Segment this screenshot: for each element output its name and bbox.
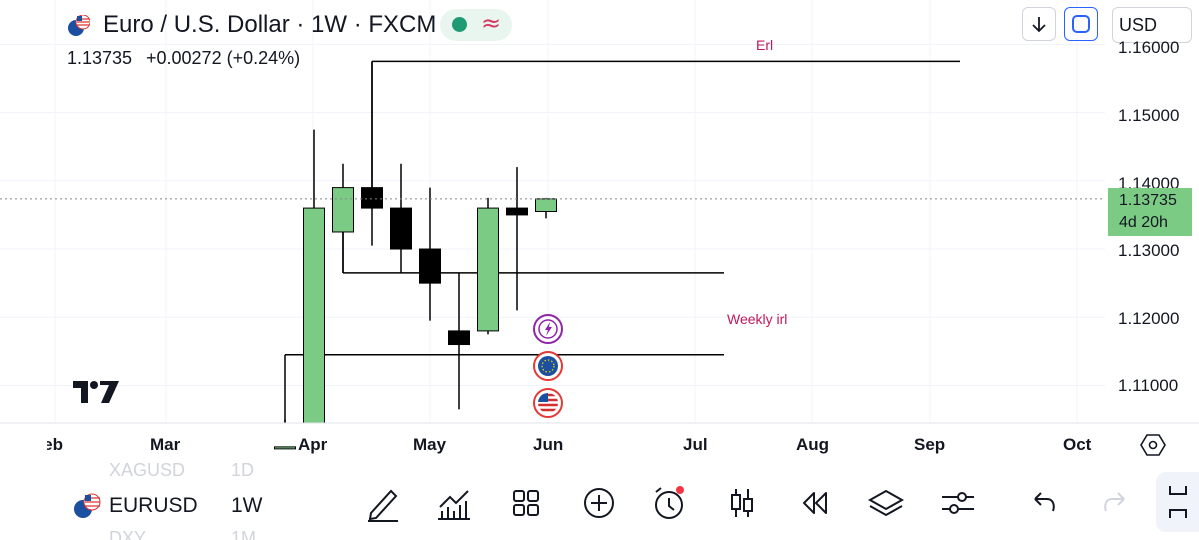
draw-tool-icon[interactable] [363,483,403,523]
price-tick: 1.13000 [1118,241,1180,260]
wave-icon: ≈ [481,9,502,37]
annotation-erl[interactable]: Erl [756,37,774,53]
market-status-pill[interactable] [440,9,512,41]
candle-body [506,207,528,216]
scroll-down-button[interactable] [1022,7,1056,41]
indicators-icon[interactable] [434,483,474,523]
lightning-icon [538,319,558,339]
fullscreen-button[interactable] [1156,472,1199,532]
market-open-icon [452,17,467,32]
sync-icon [1072,14,1090,33]
candles-icon[interactable] [722,483,762,523]
time-tick: Apr [298,435,328,454]
redo-icon[interactable] [1096,483,1136,523]
settings-sliders-icon[interactable] [938,483,978,523]
candle-body [332,187,354,233]
current-price-tag: 1.13735 4d 20h [1108,188,1192,236]
layouts-icon[interactable] [506,483,546,523]
chart-title[interactable]: Euro / U.S. Dollar · 1W · FXCM [103,11,437,38]
chart-settings-icon[interactable] [1140,432,1166,458]
annotation-weekly-irl[interactable]: Weekly irl [727,311,788,327]
time-tick: Mar [150,435,181,454]
price-change: +0.00272 (+0.24%) [146,48,301,68]
event-marker[interactable] [533,314,563,344]
us-flag-icon [538,393,558,413]
candle-body [419,248,441,284]
alarm-icon[interactable] [650,483,690,523]
eu-us-flag-icon [74,493,101,518]
candle-body [361,187,383,209]
event-marker[interactable] [533,388,563,418]
candle-body [448,330,470,346]
time-tick: May [413,435,447,454]
price-tick: 1.16000 [1118,38,1180,57]
price-tick: 1.15000 [1118,106,1180,125]
price-tick: 1.11000 [1118,376,1179,395]
fullscreen-icon [1169,486,1187,518]
time-tick: Sep [914,435,946,454]
interval-selector[interactable]: 1W [231,494,263,517]
event-marker[interactable] [533,351,563,381]
next-symbol[interactable]: DXY [109,528,147,540]
candle-body [535,198,557,212]
bar-countdown: 4d 20h [1119,214,1168,231]
eu-flag-icon [538,356,558,376]
sync-button[interactable] [1064,7,1098,41]
current-price-value: 1.13735 [1119,192,1177,209]
time-tick: Jul [683,435,708,454]
time-tick: Aug [796,435,830,454]
arrow-down-icon [1032,17,1046,33]
tradingview-logo[interactable] [73,381,119,403]
candle-body [303,207,325,424]
prev-interval[interactable]: 1D [231,460,255,476]
currency-selector[interactable]: USD [1112,7,1192,43]
time-tick: Jun [533,435,564,454]
last-price: 1.13735 [67,48,133,68]
candle-body [477,207,499,332]
symbol-selector[interactable]: EURUSD [109,494,198,517]
eu-us-flag-icon [68,15,90,36]
prev-symbol[interactable]: XAGUSD [109,460,186,476]
candle-body [274,446,296,450]
next-interval[interactable]: 1M [231,528,257,540]
layers-icon[interactable] [866,483,906,523]
undo-icon[interactable] [1023,483,1063,523]
time-tick: Oct [1063,435,1092,454]
replay-icon[interactable] [794,483,834,523]
candle-body [390,207,412,250]
add-icon[interactable] [579,483,619,523]
time-tick: Feb [47,435,63,454]
price-tick: 1.12000 [1118,309,1180,328]
